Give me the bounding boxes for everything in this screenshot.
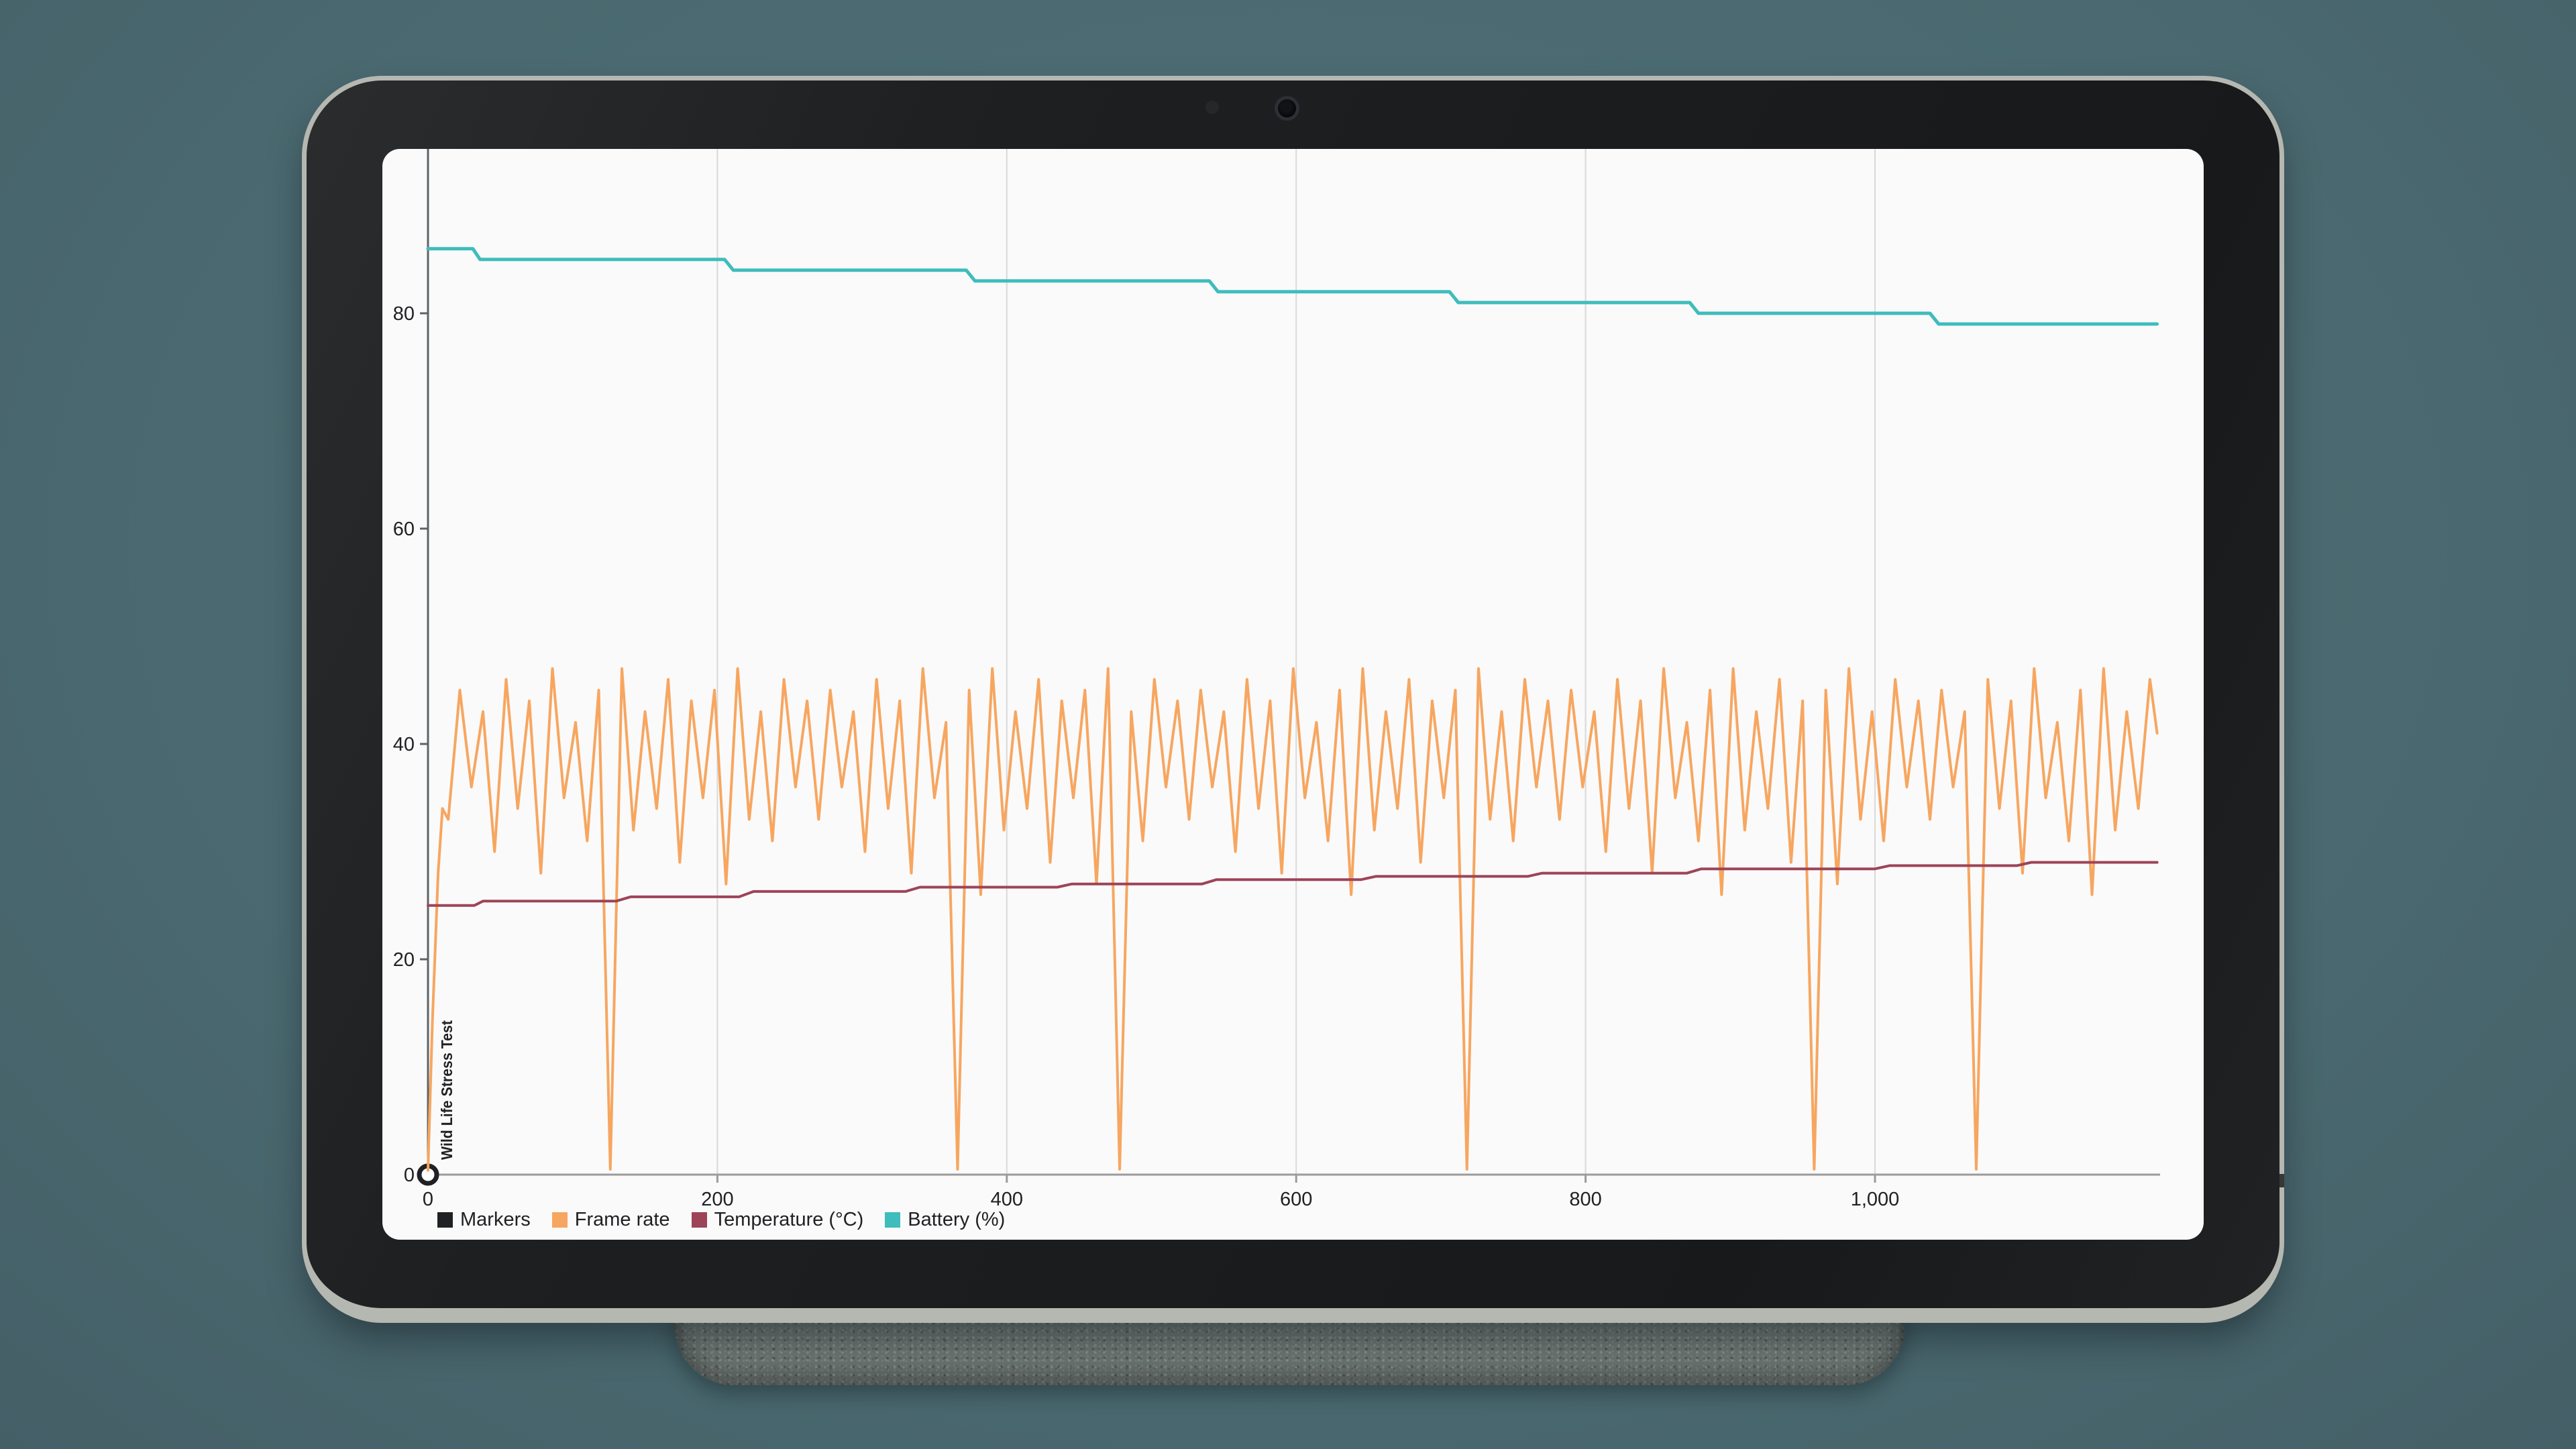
- y-tick-label-20: 20: [393, 949, 415, 971]
- y-tick-label-80: 80: [393, 303, 415, 325]
- y-tick-label-40: 40: [393, 734, 415, 755]
- series-markers: Wild Life Stress Test: [417, 1020, 455, 1186]
- legend-item-markers: Markers: [437, 1210, 531, 1230]
- x-tick-label-400: 400: [991, 1189, 1023, 1210]
- gridlines: [716, 149, 1876, 1175]
- legend-item-frame-rate: Frame rate: [551, 1208, 670, 1230]
- y-tick-label-0: 0: [404, 1165, 415, 1186]
- tablet-device: 0 200 400 600 800 1,000 0 20 40 60 80 Wild Life Str…: [302, 76, 2284, 1323]
- legend-label-temperature-c: Temperature (°C): [714, 1208, 864, 1230]
- series-temperature-c: [427, 861, 2159, 907]
- x-tick-label-800: 800: [1569, 1189, 1601, 1210]
- x-tick-label-600: 600: [1280, 1189, 1312, 1210]
- chart-legend: Markers Frame rate Temperature (°C) Battery…: [437, 1206, 1005, 1233]
- legend-item-battery: Battery (%): [885, 1210, 1005, 1230]
- legend-label-markers: Markers: [460, 1208, 531, 1230]
- legend-swatch-battery: [885, 1212, 901, 1228]
- legend-swatch-frame-rate: [551, 1212, 568, 1228]
- legend-swatch-markers: [437, 1212, 453, 1228]
- legend-label-battery: Battery (%): [908, 1208, 1006, 1230]
- y-tick-label-60: 60: [393, 519, 415, 540]
- axes: 0 200 400 600 800 1,000 0 20 40 60 80: [393, 149, 2160, 1210]
- x-tick-label-1000: 1,000: [1851, 1189, 1900, 1210]
- series-frame-rate: [427, 667, 2159, 1172]
- legend-swatch-temperature-c: [691, 1212, 707, 1228]
- series-frame-rate-line: [427, 667, 2159, 1172]
- tablet-screen: 0 200 400 600 800 1,000 0 20 40 60 80 Wild Life Str…: [382, 149, 2204, 1240]
- benchmark-chart: 0 200 400 600 800 1,000 0 20 40 60 80 Wild Life Str…: [393, 149, 2160, 1210]
- series-temperature-c-line: [427, 861, 2159, 907]
- legend-item-temperature-c: Temperature (°C): [691, 1208, 864, 1230]
- x-tick-label-200: 200: [701, 1189, 733, 1210]
- x-tick-label-0: 0: [423, 1189, 433, 1210]
- series-battery: [426, 247, 2159, 326]
- legend-label-frame-rate: Frame rate: [574, 1208, 670, 1230]
- series-battery-line: [426, 247, 2159, 326]
- front-camera-icon: [1278, 99, 1296, 117]
- ambient-sensor-icon: [1205, 101, 1219, 114]
- marker-annotation: Wild Life Stress Test: [438, 1020, 455, 1160]
- edge-seam: [2279, 1174, 2284, 1187]
